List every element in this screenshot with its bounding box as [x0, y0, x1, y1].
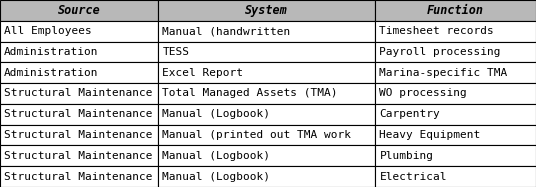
Bar — [375, 42, 536, 62]
Text: Manual (printed out TMA work: Manual (printed out TMA work — [162, 130, 352, 140]
Text: Manual (Logbook): Manual (Logbook) — [162, 151, 270, 161]
Bar — [0, 145, 158, 166]
Bar — [0, 62, 158, 83]
Text: Source: Source — [58, 4, 100, 17]
Bar — [375, 83, 536, 104]
Text: Heavy Equipment: Heavy Equipment — [379, 130, 481, 140]
Bar — [0, 42, 158, 62]
Bar — [0, 0, 158, 21]
Bar — [158, 42, 375, 62]
Text: Total Managed Assets (TMA): Total Managed Assets (TMA) — [162, 88, 338, 99]
Bar — [375, 125, 536, 145]
Bar — [0, 166, 158, 187]
Text: WO processing: WO processing — [379, 88, 467, 99]
Text: Payroll processing: Payroll processing — [379, 47, 501, 57]
Bar — [158, 83, 375, 104]
Bar — [0, 21, 158, 42]
Bar — [0, 125, 158, 145]
Bar — [375, 145, 536, 166]
Bar — [0, 83, 158, 104]
Text: Marina-specific TMA: Marina-specific TMA — [379, 68, 508, 78]
Bar — [375, 62, 536, 83]
Bar — [158, 21, 375, 42]
Text: Structural Maintenance: Structural Maintenance — [4, 130, 153, 140]
Bar — [158, 62, 375, 83]
Text: Function: Function — [427, 4, 484, 17]
Text: TESS: TESS — [162, 47, 189, 57]
Text: Excel Report: Excel Report — [162, 68, 243, 78]
Bar — [375, 21, 536, 42]
Bar — [375, 104, 536, 125]
Bar — [375, 0, 536, 21]
Text: Structural Maintenance: Structural Maintenance — [4, 88, 153, 99]
Bar — [158, 0, 375, 21]
Text: Manual (Logbook): Manual (Logbook) — [162, 172, 270, 182]
Text: Administration: Administration — [4, 47, 99, 57]
Text: Plumbing: Plumbing — [379, 151, 434, 161]
Bar — [158, 166, 375, 187]
Text: Carpentry: Carpentry — [379, 109, 440, 119]
Text: Structural Maintenance: Structural Maintenance — [4, 109, 153, 119]
Bar — [375, 166, 536, 187]
Text: All Employees: All Employees — [4, 26, 92, 36]
Text: Manual (handwritten: Manual (handwritten — [162, 26, 291, 36]
Text: Administration: Administration — [4, 68, 99, 78]
Text: Timesheet records: Timesheet records — [379, 26, 494, 36]
Text: Manual (Logbook): Manual (Logbook) — [162, 109, 270, 119]
Text: System: System — [245, 4, 288, 17]
Bar — [158, 104, 375, 125]
Text: Structural Maintenance: Structural Maintenance — [4, 172, 153, 182]
Bar — [0, 104, 158, 125]
Text: Electrical: Electrical — [379, 172, 447, 182]
Bar — [158, 145, 375, 166]
Text: Structural Maintenance: Structural Maintenance — [4, 151, 153, 161]
Bar — [158, 125, 375, 145]
